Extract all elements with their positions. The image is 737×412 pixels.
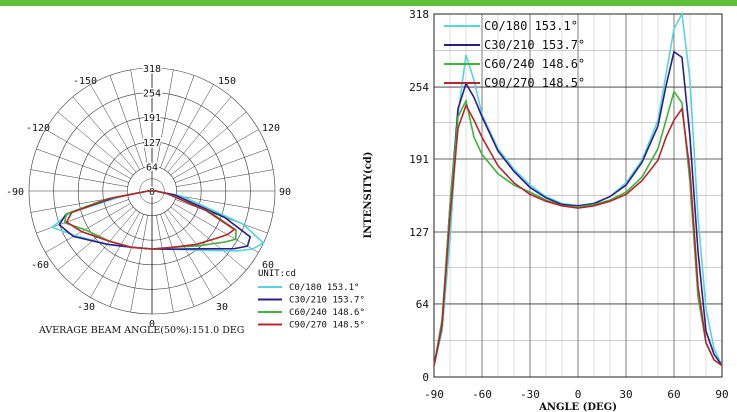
x-tick-label: 90 — [715, 388, 728, 401]
polar-spoke — [130, 69, 148, 167]
polar-spoke — [167, 209, 232, 286]
polar-unit-label: UNIT:cd — [258, 269, 296, 279]
polar-angle-label: -150 — [73, 76, 97, 87]
polar-series-1 — [58, 190, 252, 251]
polar-series-3 — [65, 190, 236, 250]
line-series-3 — [433, 103, 723, 367]
polar-angle-label: 90 — [279, 187, 291, 198]
y-axis-label: INTENSITY(cd) — [363, 151, 374, 238]
polar-spoke — [45, 129, 131, 179]
polar-angle-label: 0 — [149, 319, 155, 330]
polar-spoke — [176, 195, 274, 213]
plot-frame — [433, 13, 723, 378]
polar-angle-label: 30 — [216, 302, 228, 313]
polar-spoke — [130, 215, 148, 313]
polar-spoke — [109, 214, 144, 307]
polar-spoke — [45, 203, 131, 253]
polar-spoke — [36, 148, 129, 183]
polar-legend-label: C30/210 153.7° — [289, 296, 365, 306]
polar-radial-tick-label: 254 — [143, 89, 161, 100]
polar-radial-tick-label: 318 — [143, 64, 161, 75]
polar-legend-label: C90/270 148.5° — [289, 321, 365, 331]
polar-radial-tick-label: 127 — [143, 138, 161, 149]
polar-spoke — [57, 206, 134, 271]
polar-spoke — [72, 209, 137, 286]
polar-angle-label: -120 — [26, 123, 50, 134]
x-tick-label: 30 — [619, 388, 632, 401]
polar-angle-label: -30 — [77, 302, 95, 313]
polar-spoke — [57, 111, 134, 176]
polar-spoke — [90, 84, 140, 170]
polar-spoke — [170, 111, 247, 176]
y-tick-label: 318 — [409, 8, 429, 21]
polar-angle-label: 120 — [262, 123, 280, 134]
polar-spoke — [72, 96, 137, 173]
polar-spoke — [160, 75, 195, 168]
polar-spoke — [175, 148, 268, 183]
x-tick-label: -60 — [472, 388, 492, 401]
x-tick-label: 60 — [667, 388, 680, 401]
polar-footer-text: AVERAGE BEAM ANGLE(50%):151.0 DEG — [38, 325, 244, 336]
polar-spoke — [170, 206, 247, 271]
polar-spoke — [30, 169, 128, 187]
polar-spoke — [176, 169, 274, 187]
y-tick-label: 127 — [409, 226, 429, 239]
polar-radial-tick-label: 64 — [146, 162, 158, 173]
y-tick-label: 64 — [416, 298, 430, 311]
cartesian-grid — [433, 13, 723, 378]
polar-spoke — [167, 96, 232, 173]
x-tick-label: -90 — [424, 388, 444, 401]
polar-legend-label: C60/240 148.6° — [289, 308, 365, 318]
x-tick-label: 0 — [575, 388, 582, 401]
polar-spoke — [164, 84, 214, 170]
polar-spoke — [109, 75, 144, 168]
polar-angle-label: -90 — [6, 187, 24, 198]
polar-spoke — [36, 199, 129, 234]
x-tick-label: -30 — [520, 388, 540, 401]
polar-angle-label: -60 — [31, 260, 49, 271]
polar-series-0 — [50, 190, 265, 252]
polar-radial-tick-label: 191 — [143, 113, 161, 124]
polar-spoke — [156, 215, 174, 313]
polar-legend-label: C0/180 153.1° — [289, 283, 359, 293]
polar-angle-label: 60 — [262, 260, 274, 271]
y-tick-label: 0 — [422, 371, 429, 384]
polar-spoke — [173, 129, 259, 179]
polar-spoke — [164, 212, 214, 298]
legend-label: C60/240 148.6° — [484, 57, 585, 71]
y-tick-label: 254 — [409, 81, 429, 94]
polar-spoke — [90, 212, 140, 298]
legend-label: C30/210 153.7° — [484, 38, 585, 52]
legend-label: C90/270 148.5° — [484, 76, 585, 90]
polar-angle-label: 150 — [218, 76, 236, 87]
y-tick-label: 191 — [409, 153, 429, 166]
x-axis-label: ANGLE (DEG) — [538, 402, 617, 412]
polar-spoke — [160, 214, 195, 307]
polar-spoke — [173, 203, 259, 253]
polar-spoke — [156, 69, 174, 167]
polar-radial-tick-label: 0 — [149, 187, 155, 198]
top-accent-bar — [0, 0, 737, 6]
line-series-1 — [433, 50, 723, 367]
legend-label: C0/180 153.1° — [484, 19, 578, 33]
